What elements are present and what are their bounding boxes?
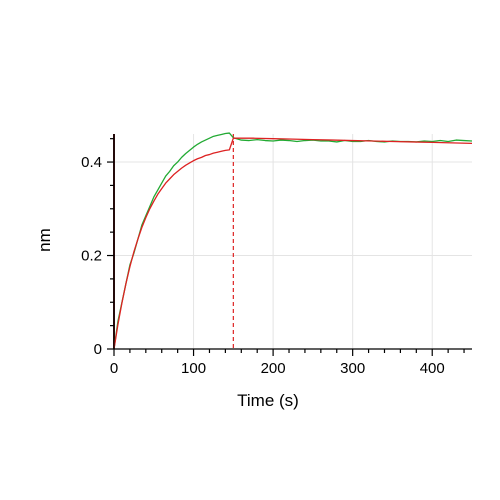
series-lines [113,132,473,350]
x-tick-label: 300 [340,360,365,377]
x-tick-label: 200 [261,360,286,377]
x-tick-label: 100 [181,360,206,377]
x-tick-label: 0 [110,360,118,377]
x-axis-title: Time (s) [237,391,299,410]
y-tick-label: 0 [94,341,102,358]
fit-series-line [113,137,473,350]
grid-lines [114,134,472,349]
y-axis-title: nm [35,228,54,252]
x-tick-label: 400 [420,360,445,377]
y-tick-label: 0.2 [81,248,102,265]
y-tick-label: 0.4 [81,154,102,171]
axes [107,134,472,356]
measured-series-line [113,132,473,350]
tick-labels: 0 100 200 300 400 0 0.2 0.4 [81,154,445,377]
